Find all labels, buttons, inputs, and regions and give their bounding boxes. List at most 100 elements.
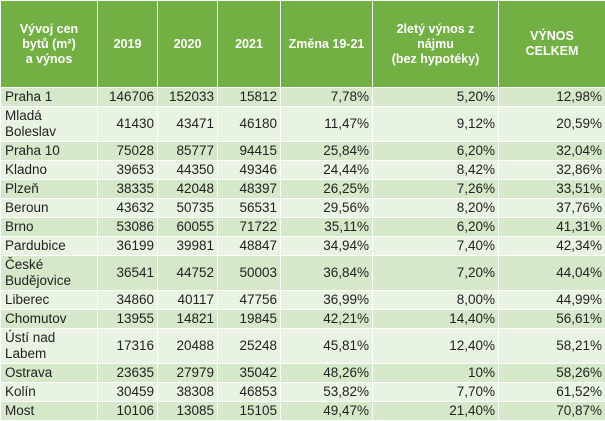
city-name-line1: Ostrava — [5, 365, 52, 380]
cell-total-yield: 37,76% — [499, 199, 605, 218]
cell-rental-yield: 7,26% — [373, 180, 499, 199]
cell-2021: 15812 — [218, 88, 281, 107]
cell-2020: 27979 — [158, 364, 218, 383]
cell-2019: 34860 — [98, 291, 158, 310]
cell-2019: 146706 — [98, 88, 158, 107]
city-name-line1: Praha 1 — [5, 89, 52, 104]
cell-total-yield: 56,61% — [499, 310, 605, 329]
cell-rental-yield: 8,20% — [373, 199, 499, 218]
cell-2019: 13955 — [98, 310, 158, 329]
cell-rental-yield: 7,40% — [373, 237, 499, 256]
cell-2019: 10106 — [98, 402, 158, 421]
cell-2020: 85777 — [158, 142, 218, 161]
cell-2019: 17316 — [98, 329, 158, 364]
city-name-line1: Brno — [5, 219, 34, 234]
cell-change: 36,84% — [281, 256, 373, 291]
cell-city: Pardubice — [1, 237, 98, 256]
cell-rental-yield: 14,40% — [373, 310, 499, 329]
cell-city: Beroun — [1, 199, 98, 218]
cell-2020: 38308 — [158, 383, 218, 402]
cell-rental-yield: 6,20% — [373, 142, 499, 161]
cell-change: 26,25% — [281, 180, 373, 199]
cell-total-yield: 58,26% — [499, 364, 605, 383]
cell-city: Plzeň — [1, 180, 98, 199]
cell-2019: 43632 — [98, 199, 158, 218]
cell-2021: 47756 — [218, 291, 281, 310]
cell-2020: 44752 — [158, 256, 218, 291]
header-city: Vývoj cen bytů (m²) a výnos — [1, 1, 98, 88]
header-total-yield: VÝNOS CELKEM — [499, 1, 605, 88]
cell-total-yield: 70,87% — [499, 402, 605, 421]
header-2019: 2019 — [98, 1, 158, 88]
cell-2019: 30459 — [98, 383, 158, 402]
cell-total-yield: 61,52% — [499, 383, 605, 402]
city-name-line1: Mladá — [5, 108, 42, 123]
header-yield-line2: nájmu — [417, 37, 454, 51]
header-2021: 2021 — [218, 1, 281, 88]
city-name-line1: Pardubice — [5, 238, 66, 253]
cell-2020: 20488 — [158, 329, 218, 364]
city-name-line1: Liberec — [5, 292, 49, 307]
cell-2021: 46180 — [218, 107, 281, 142]
city-name-line1: Kladno — [5, 162, 47, 177]
cell-change: 34,94% — [281, 237, 373, 256]
cell-change: 45,81% — [281, 329, 373, 364]
header-change: Změna 19-21 — [281, 1, 373, 88]
cell-rental-yield: 5,20% — [373, 88, 499, 107]
cell-city: Praha 1 — [1, 88, 98, 107]
header-row: Vývoj cen bytů (m²) a výnos 2019 2020 20… — [1, 1, 605, 88]
cell-total-yield: 32,04% — [499, 142, 605, 161]
cell-2020: 60055 — [158, 218, 218, 237]
city-name-line2: Budějovice — [5, 273, 71, 288]
cell-change: 49,47% — [281, 402, 373, 421]
header-total-line1: VÝNOS — [530, 29, 574, 43]
cell-2020: 152033 — [158, 88, 218, 107]
city-name-line1: Beroun — [5, 200, 49, 215]
cell-city: Most — [1, 402, 98, 421]
cell-total-yield: 32,86% — [499, 161, 605, 180]
cell-2021: 46853 — [218, 383, 281, 402]
cell-city: Kolín — [1, 383, 98, 402]
city-name-line2: Boleslav — [5, 124, 56, 139]
city-name-line1: Kolín — [5, 384, 36, 399]
cell-2019: 36541 — [98, 256, 158, 291]
cell-change: 48,26% — [281, 364, 373, 383]
cell-city: Kladno — [1, 161, 98, 180]
cell-total-yield: 42,34% — [499, 237, 605, 256]
cell-change: 42,21% — [281, 310, 373, 329]
cell-rental-yield: 7,70% — [373, 383, 499, 402]
cell-change: 24,44% — [281, 161, 373, 180]
cell-change: 11,47% — [281, 107, 373, 142]
cell-city: Chomutov — [1, 310, 98, 329]
cell-change: 7,78% — [281, 88, 373, 107]
cell-change: 36,99% — [281, 291, 373, 310]
cell-2019: 36199 — [98, 237, 158, 256]
header-city-line2: bytů (m²) — [22, 37, 75, 51]
cell-2021: 71722 — [218, 218, 281, 237]
cell-rental-yield: 21,40% — [373, 402, 499, 421]
cell-2021: 19845 — [218, 310, 281, 329]
cell-city: Praha 10 — [1, 142, 98, 161]
cell-2020: 50735 — [158, 199, 218, 218]
cell-rental-yield: 8,00% — [373, 291, 499, 310]
cell-total-yield: 41,31% — [499, 218, 605, 237]
header-total-line2: CELKEM — [526, 44, 579, 58]
cell-2020: 43471 — [158, 107, 218, 142]
